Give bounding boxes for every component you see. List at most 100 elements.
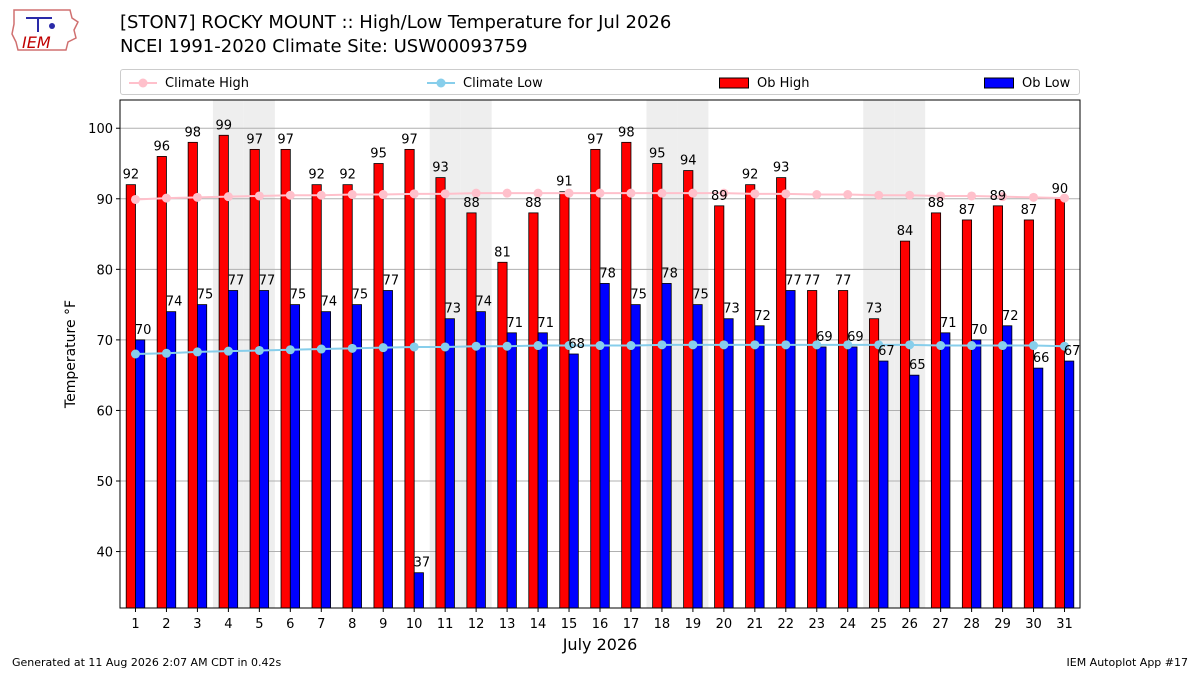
x-tick-label: 9 <box>379 617 387 632</box>
data-label-ob-high: 87 <box>959 203 976 218</box>
chart-title: [STON7] ROCKY MOUNT :: High/Low Temperat… <box>120 12 672 33</box>
climate-low-point <box>750 340 760 350</box>
legend-label: Climate High <box>165 75 250 91</box>
x-tick-label: 20 <box>716 617 733 632</box>
x-tick-label: 29 <box>994 617 1011 632</box>
data-label-ob-high: 77 <box>804 274 821 289</box>
x-tick-label: 4 <box>224 617 232 632</box>
data-label-ob-high: 96 <box>154 139 171 154</box>
data-label-ob-low: 71 <box>537 316 554 331</box>
bar-ob-high <box>745 184 756 609</box>
climate-low-point <box>626 341 636 351</box>
ob-high-swatch <box>719 77 749 89</box>
climate-low-point <box>130 349 140 359</box>
climate-low-point <box>409 342 419 352</box>
climate-low-point <box>688 340 698 350</box>
data-label-ob-low: 77 <box>785 274 802 289</box>
bar-ob-low <box>816 346 827 609</box>
climate-low-point <box>905 340 915 350</box>
climate-low-point <box>781 340 791 350</box>
bar-ob-high <box>590 148 601 609</box>
data-label-ob-high: 97 <box>401 132 418 147</box>
legend-item-ob-low: Ob Low <box>984 73 1070 93</box>
x-tick-label: 14 <box>530 617 547 632</box>
data-label-ob-low: 75 <box>630 288 647 303</box>
y-tick-label: 60 <box>96 404 113 419</box>
data-label-ob-low: 69 <box>847 330 864 345</box>
climate-high-point <box>998 192 1008 202</box>
climate-high-point <box>161 193 171 203</box>
data-label-ob-high: 93 <box>432 161 449 176</box>
data-label-ob-low: 72 <box>754 309 771 324</box>
bar-ob-low <box>444 318 455 609</box>
data-label-ob-low: 66 <box>1033 351 1050 366</box>
bar-ob-low <box>135 339 146 609</box>
climate-high-point <box>657 188 667 198</box>
bar-ob-high <box>621 141 632 609</box>
climate-low-point <box>378 343 388 353</box>
climate-low-point <box>502 341 512 351</box>
climate-high-point <box>223 192 233 202</box>
climate-high-point <box>1060 193 1070 203</box>
legend-label: Ob High <box>757 75 810 91</box>
climate-high-point <box>967 191 977 201</box>
app-credit: IEM Autoplot App #17 <box>1066 656 1189 669</box>
bar-ob-low <box>599 283 610 609</box>
x-tick-label: 2 <box>162 617 170 632</box>
climate-low-point <box>719 340 729 350</box>
x-tick-label: 21 <box>747 617 764 632</box>
iem-logo-graphic: IEM <box>11 9 79 52</box>
climate-high-point <box>347 190 357 200</box>
x-tick-label: 28 <box>963 617 980 632</box>
x-tick-label: 5 <box>255 617 263 632</box>
data-label-ob-low: 74 <box>321 295 338 310</box>
x-tick-label: 1 <box>131 617 139 632</box>
data-label-ob-low: 70 <box>971 323 988 338</box>
logo-text: IEM <box>22 33 51 52</box>
data-label-ob-low: 67 <box>878 344 895 359</box>
data-label-ob-low: 69 <box>816 330 833 345</box>
data-label-ob-high: 87 <box>1021 203 1038 218</box>
x-tick-label: 11 <box>437 617 454 632</box>
bar-ob-high <box>466 212 477 609</box>
data-label-ob-high: 89 <box>711 189 728 204</box>
data-label-ob-low: 73 <box>723 302 740 317</box>
data-label-ob-high: 92 <box>308 168 325 183</box>
bar-ob-low <box>475 311 486 609</box>
x-tick-label: 17 <box>623 617 640 632</box>
climate-low-swatch <box>427 78 455 88</box>
data-label-ob-high: 92 <box>123 168 140 183</box>
bar-ob-high <box>156 156 167 609</box>
climate-low-point <box>533 341 543 351</box>
data-label-ob-low: 71 <box>506 316 523 331</box>
climate-low-point <box>843 340 853 350</box>
data-label-ob-low: 72 <box>1002 309 1019 324</box>
data-label-ob-low: 71 <box>940 316 957 331</box>
data-label-ob-high: 88 <box>525 196 542 211</box>
climate-high-point <box>874 190 884 200</box>
data-label-ob-high: 98 <box>185 125 202 140</box>
x-tick-label: 10 <box>406 617 423 632</box>
bar-ob-high <box>280 148 291 609</box>
chart-subtitle: NCEI 1991-2020 Climate Site: USW00093759 <box>120 36 528 57</box>
bar-ob-high <box>373 163 384 609</box>
x-tick-label: 3 <box>193 617 201 632</box>
bar-ob-low <box>847 346 858 609</box>
climate-low-point <box>998 341 1008 351</box>
climate-high-point <box>1029 192 1039 202</box>
x-tick-label: 16 <box>592 617 609 632</box>
x-tick-label: 27 <box>932 617 949 632</box>
climate-low-point <box>440 342 450 352</box>
generated-timestamp: Generated at 11 Aug 2026 2:07 AM CDT in … <box>12 656 282 669</box>
climate-low-point <box>874 340 884 350</box>
climate-high-point <box>378 190 388 200</box>
data-label-ob-high: 88 <box>463 196 480 211</box>
data-label-ob-high: 91 <box>556 175 573 190</box>
x-axis-label: July 2026 <box>562 635 638 654</box>
ob-low-swatch <box>984 77 1014 89</box>
bar-ob-high <box>869 318 880 609</box>
bar-ob-high <box>435 177 446 609</box>
data-label-ob-low: 68 <box>568 337 585 352</box>
legend-item-ob-high: Ob High <box>719 73 810 93</box>
climate-high-point <box>409 189 419 199</box>
